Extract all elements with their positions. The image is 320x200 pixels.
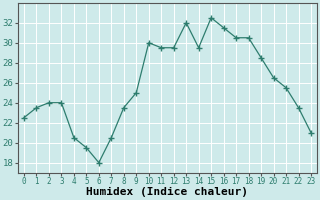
X-axis label: Humidex (Indice chaleur): Humidex (Indice chaleur) xyxy=(86,187,248,197)
